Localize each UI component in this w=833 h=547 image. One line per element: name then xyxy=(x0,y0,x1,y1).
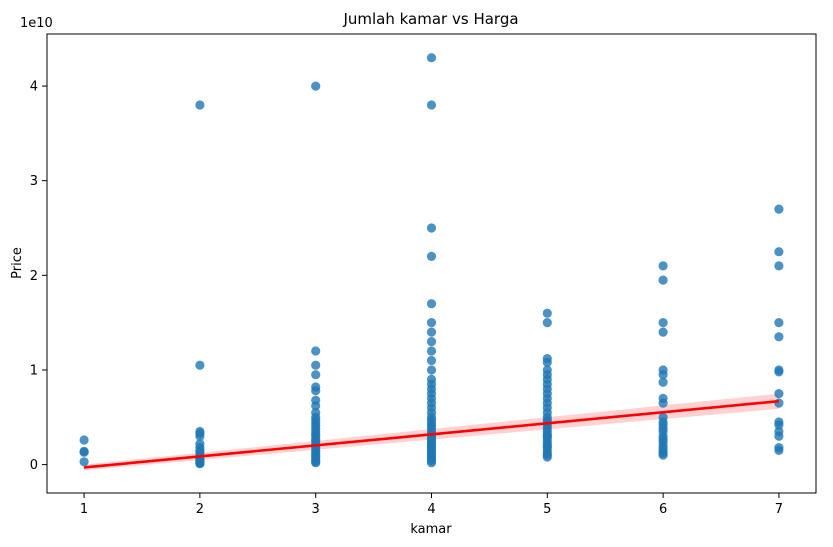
scatter-point xyxy=(426,355,437,366)
scatter-point xyxy=(774,389,784,399)
scatter-point xyxy=(774,420,784,430)
scatter-point xyxy=(311,401,321,411)
scatter-point xyxy=(774,398,784,408)
x-axis-label: kamar xyxy=(410,522,452,537)
x-tick-label: 4 xyxy=(427,502,435,517)
scatter-point xyxy=(658,377,668,387)
scatter-point xyxy=(311,370,321,380)
scatter-point xyxy=(426,318,437,328)
scatter-point xyxy=(311,386,321,396)
scatter-point xyxy=(426,458,437,468)
scatter-point xyxy=(542,452,552,462)
scatter-point xyxy=(658,318,668,328)
scatter-point xyxy=(426,299,437,309)
scatter-point xyxy=(311,360,321,370)
scatter-point xyxy=(774,431,784,441)
scatter-point xyxy=(658,275,668,285)
scatter-point xyxy=(658,450,668,460)
scatter-point xyxy=(542,308,552,318)
points-layer xyxy=(79,53,784,469)
scatter-point xyxy=(311,346,321,356)
scatter-point xyxy=(195,100,205,110)
y-tick-label: 1 xyxy=(30,363,38,378)
scatter-point xyxy=(658,398,668,408)
y-tick-label: 2 xyxy=(30,269,38,284)
y-tick-label: 4 xyxy=(30,80,38,95)
x-tick-label: 2 xyxy=(196,502,204,517)
chart-title: Jumlah kamar vs Harga xyxy=(342,10,518,28)
regression-layer xyxy=(83,399,780,469)
scatter-point xyxy=(311,458,321,468)
scatter-point xyxy=(195,459,205,469)
scatter-point xyxy=(774,204,784,214)
y-offset-label: 1e10 xyxy=(20,16,53,31)
scatter-point xyxy=(426,365,437,375)
scatter-point xyxy=(79,457,89,467)
y-axis: 0 1 2 3 4 xyxy=(30,80,47,473)
x-tick-label: 7 xyxy=(775,502,783,517)
scatter-point xyxy=(79,447,89,457)
scatter-point xyxy=(658,327,668,337)
scatter-point xyxy=(774,367,784,377)
scatter-point xyxy=(426,337,437,347)
y-tick-label: 0 xyxy=(30,458,38,473)
scatter-point xyxy=(774,332,784,342)
scatter-point xyxy=(542,318,552,328)
regression-line xyxy=(83,399,780,469)
x-axis: 1 2 3 4 5 6 7 xyxy=(80,493,783,517)
scatter-point xyxy=(426,100,437,110)
scatter-point xyxy=(658,261,668,271)
scatter-point xyxy=(774,318,784,328)
x-tick-label: 6 xyxy=(659,502,667,517)
scatter-point xyxy=(79,435,89,445)
scatter-point xyxy=(426,346,437,356)
scatter-point xyxy=(426,53,437,63)
y-axis-label: Price xyxy=(10,247,25,279)
scatter-point xyxy=(774,247,784,257)
scatter-point xyxy=(774,261,784,271)
scatter-point xyxy=(426,251,437,261)
x-tick-label: 1 xyxy=(80,502,88,517)
y-tick-label: 3 xyxy=(30,174,38,189)
x-tick-label: 5 xyxy=(543,502,551,517)
scatter-point xyxy=(311,81,321,91)
scatter-point xyxy=(774,445,784,455)
scatter-point xyxy=(658,370,668,380)
scatter-point xyxy=(426,223,437,233)
scatter-point xyxy=(426,327,437,337)
scatter-point xyxy=(195,360,205,370)
x-tick-label: 3 xyxy=(312,502,320,517)
scatter-point xyxy=(195,431,205,441)
scatter-point xyxy=(542,357,552,367)
